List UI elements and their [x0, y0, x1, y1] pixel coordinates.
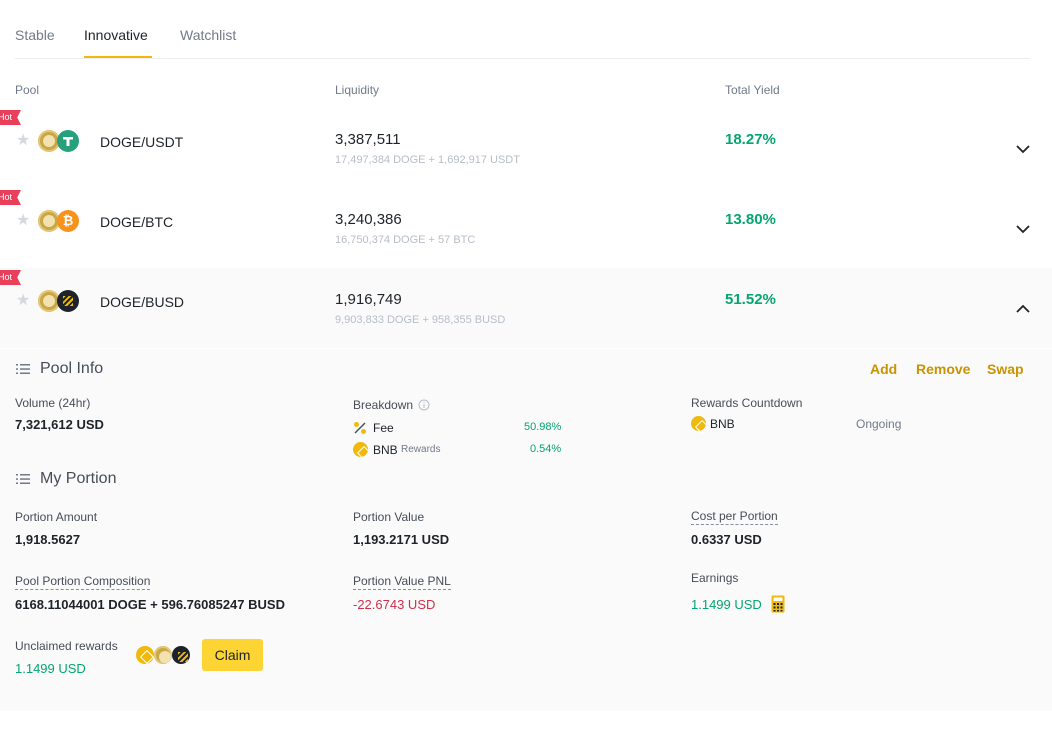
pool-pair-name: DOGE/BTC: [100, 214, 174, 230]
tabs-divider: [15, 58, 1030, 59]
bnb-coin-icon: [353, 442, 368, 457]
doge-coin-icon: [38, 130, 60, 152]
rewards-countdown-label: Rewards Countdown: [691, 396, 803, 410]
busd-coin-icon: [172, 646, 190, 664]
earnings-value: 1.1499 USD: [691, 597, 762, 612]
tab-watchlist[interactable]: Watchlist: [180, 27, 237, 43]
pool-portion-composition-label[interactable]: Pool Portion Composition: [15, 574, 151, 590]
pool-composition: 16,750,374 DOGE + 57 BTC: [335, 234, 476, 246]
countdown-coin: BNB: [710, 417, 735, 431]
pool-liquidity: 3,240,386: [335, 211, 402, 228]
portion-value-value: 1,193.2171 USD: [353, 532, 450, 547]
star-icon[interactable]: ★: [16, 212, 31, 229]
pool-yield: 13.80%: [725, 211, 776, 228]
hot-badge: Hot: [0, 110, 21, 125]
earnings-label: Earnings: [691, 571, 739, 585]
hot-badge: Hot: [0, 190, 21, 205]
pool-yield: 18.27%: [725, 131, 776, 148]
pool-yield: 51.52%: [725, 291, 776, 308]
star-icon[interactable]: ★: [16, 132, 31, 149]
pool-pair-name: DOGE/BUSD: [100, 294, 185, 310]
bnb-coin-icon: [136, 646, 154, 664]
info-icon[interactable]: [418, 399, 430, 411]
add-button[interactable]: Add: [870, 361, 898, 377]
cost-per-portion-label[interactable]: Cost per Portion: [691, 509, 778, 525]
percent-icon: [354, 422, 366, 434]
bnb-coin-icon: [691, 416, 706, 431]
calculator-icon[interactable]: [771, 595, 785, 613]
unclaimed-rewards-label: Unclaimed rewards: [15, 639, 118, 653]
portion-value-label: Portion Value: [353, 510, 425, 524]
tab-stable[interactable]: Stable: [15, 27, 55, 43]
cost-per-portion-value: 0.6337 USD: [691, 532, 762, 547]
column-header-liquidity: Liquidity: [335, 83, 380, 97]
volume-value: 7,321,612 USD: [15, 417, 104, 432]
volume-label: Volume (24hr): [15, 396, 91, 410]
breakdown-label: Breakdown: [353, 398, 414, 412]
swap-button[interactable]: Swap: [987, 361, 1024, 377]
btc-coin-icon: ₿: [57, 210, 79, 232]
my-portion-title: My Portion: [40, 470, 117, 487]
chevron-down-icon[interactable]: [1015, 141, 1031, 157]
pool-row-doge-busd[interactable]: Hot ★ DOGE/BUSD 1,916,749 9,903,833 DOGE…: [0, 268, 1052, 348]
doge-coin-icon: [38, 290, 60, 312]
doge-coin-icon: [38, 210, 60, 232]
portion-amount-label: Portion Amount: [15, 510, 98, 524]
pool-row-doge-usdt[interactable]: Hot ★ DOGE/USDT 3,387,511 17,497,384 DOG…: [0, 108, 1052, 188]
portion-amount-value: 1,918.5627: [15, 532, 81, 547]
column-header-yield: Total Yield: [725, 83, 780, 97]
bnb-rewards-label: BNB: [373, 443, 398, 457]
claim-button[interactable]: Claim: [202, 639, 263, 671]
busd-coin-icon: [57, 290, 79, 312]
pool-portion-composition-value: 6168.11044001 DOGE + 596.76085247 BUSD: [15, 597, 285, 612]
bnb-rewards-value: 0.54%: [530, 443, 562, 455]
fee-value: 50.98%: [524, 421, 562, 433]
fee-label: Fee: [373, 421, 394, 435]
pool-liquidity: 3,387,511: [335, 131, 401, 148]
bnb-rewards-sub: Rewards: [401, 444, 441, 455]
chevron-up-icon[interactable]: [1015, 301, 1031, 317]
hot-badge: Hot: [0, 270, 21, 285]
usdt-coin-icon: [57, 130, 79, 152]
list-icon: [16, 364, 30, 374]
countdown-status: Ongoing: [856, 417, 902, 431]
list-icon: [16, 474, 30, 484]
chevron-down-icon[interactable]: [1015, 221, 1031, 237]
tab-innovative[interactable]: Innovative: [84, 27, 148, 43]
pool-pair-name: DOGE/USDT: [100, 134, 184, 150]
pool-composition: 17,497,384 DOGE + 1,692,917 USDT: [335, 154, 520, 166]
pool-info-title: Pool Info: [40, 360, 104, 377]
doge-coin-icon: [154, 646, 172, 664]
portion-value-pnl-value: -22.6743 USD: [353, 597, 436, 612]
pool-liquidity: 1,916,749: [335, 291, 402, 308]
star-icon[interactable]: ★: [16, 292, 31, 309]
pool-row-doge-btc[interactable]: Hot ★ ₿ DOGE/BTC 3,240,386 16,750,374 DO…: [0, 188, 1052, 268]
portion-value-pnl-label[interactable]: Portion Value PNL: [353, 574, 451, 590]
unclaimed-rewards-value: 1.1499 USD: [15, 661, 86, 676]
remove-button[interactable]: Remove: [916, 361, 971, 377]
column-header-pool: Pool: [15, 83, 40, 97]
pool-composition: 9,903,833 DOGE + 958,355 BUSD: [335, 314, 506, 326]
active-tab-indicator: [84, 56, 152, 58]
